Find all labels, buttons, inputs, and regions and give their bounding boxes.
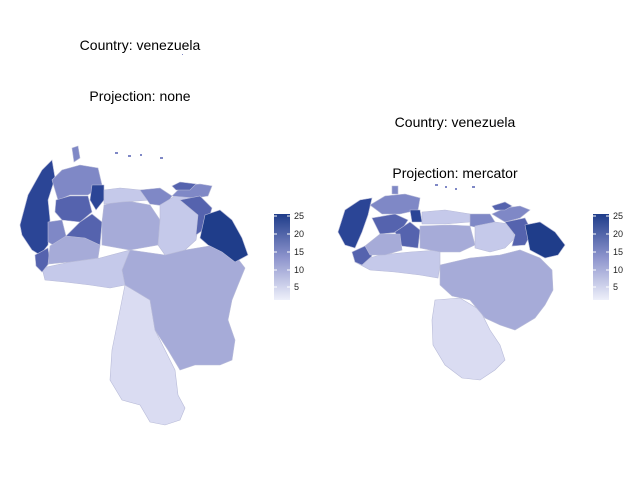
projection-label-left: Projection: none [89,88,191,104]
state-delta-amacuro[interactable] [199,209,249,263]
country-label-left: Country: venezuela [79,37,201,53]
state-barinas-m[interactable] [364,233,403,256]
legend-right-tick-25: 25 [613,211,623,221]
legend-right-tick-5: 5 [613,282,618,292]
state-lara[interactable] [54,195,93,223]
state-nueva-esparta-m[interactable] [491,201,513,211]
legend-colorbar-left [274,214,290,300]
state-falcon-peninsula[interactable] [71,145,81,163]
legend-left-tick-5: 5 [294,282,299,292]
state-anzoategui-m[interactable] [474,221,516,253]
state-yaracuy[interactable] [89,184,105,211]
legend-right-tick-10: 10 [613,265,623,275]
state-falcon-m[interactable] [369,193,421,215]
state-zulia[interactable] [19,159,56,256]
state-amazonas[interactable] [109,284,186,426]
legend-ticks-right [593,215,609,288]
state-guarico[interactable] [101,199,161,251]
legend-left-tick-15: 15 [294,247,304,257]
state-yaracuy-m[interactable] [409,209,423,223]
state-falcon-peninsula-m[interactable] [391,185,399,195]
legend-left-tick-25: 25 [294,211,304,221]
legend-left-tick-20: 20 [294,229,304,239]
legend-left: 25 20 15 10 5 [274,211,304,300]
map-title-right: Country: venezuela Projection: mercator [355,80,555,199]
legend-left-tick-10: 10 [294,265,304,275]
island-dots-right [435,124,499,190]
island-dots-left [115,54,183,159]
map-venezuela-none [19,54,249,426]
state-tachira[interactable] [34,247,51,273]
state-delta-amacuro-m[interactable] [524,221,566,259]
state-apure-m[interactable] [354,249,441,279]
country-label-right: Country: venezuela [394,114,516,130]
state-tachira-m[interactable] [351,245,373,266]
legend-ticks-left [274,215,290,288]
state-bolivar-m[interactable] [439,249,554,331]
legend-colorbar-right [593,214,609,300]
state-nueva-esparta[interactable] [171,181,197,191]
map-venezuela-mercator [337,124,566,381]
state-aragua-m[interactable] [421,209,471,225]
projection-label-right: Projection: mercator [392,165,518,181]
legend-right: 25 20 15 10 5 [593,211,623,300]
legend-right-tick-20: 20 [613,229,623,239]
state-guarico-m[interactable] [419,224,476,253]
map-title-left: Country: venezuela Projection: none [40,3,240,122]
state-zulia-m[interactable] [337,197,373,249]
legend-right-tick-15: 15 [613,247,623,257]
